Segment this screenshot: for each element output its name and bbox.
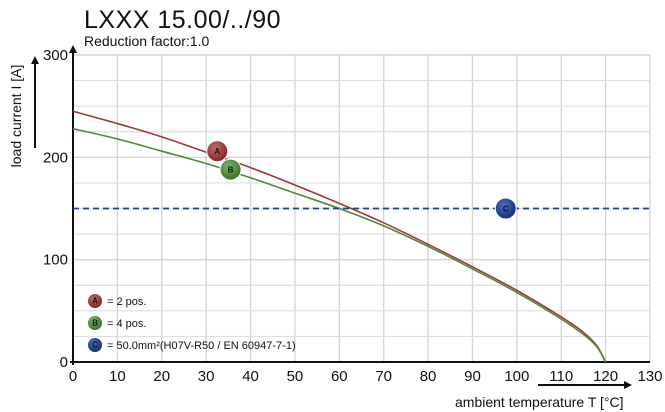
legend-marker-label: A	[92, 297, 98, 306]
chart-subtitle: Reduction factor:1.0	[84, 33, 210, 49]
series-marker-label: B	[228, 166, 234, 175]
legend: A = 2 pos. B = 4 pos. C = 50.0mm²(H07V-R50 / …	[87, 293, 296, 353]
y-axis-label: load current I [A]	[8, 65, 24, 168]
chart-title: LXXX 15.00/../90	[84, 6, 282, 34]
legend-marker-c	[87, 337, 103, 353]
legend-entry-a: = 2 pos.	[107, 296, 146, 308]
y-label-arrow-head	[31, 56, 39, 64]
series-line-b	[72, 127, 607, 363]
x-tick-label: 100	[504, 368, 529, 385]
tick-labels: 0 10 20 30 40 50 60 70 80 90 100 110 120 130 0 100 200 30…	[43, 47, 663, 385]
series-marker-a	[206, 140, 229, 163]
legend-entry-c: = 50.0mm²(H07V-R50 / EN 60947-7-1)	[107, 340, 296, 352]
x-tick-label: 0	[69, 368, 77, 385]
y-tick-label: 300	[43, 47, 68, 64]
series-marker-c	[494, 197, 517, 220]
x-tick-label: 130	[637, 368, 662, 385]
y-tick-label: 200	[43, 149, 68, 166]
x-tick-label: 110	[549, 368, 573, 385]
x-tick-label: 20	[153, 368, 170, 385]
x-tick-label: 40	[242, 368, 259, 385]
x-tick-label: 60	[331, 368, 348, 385]
legend-marker-label: C	[92, 341, 98, 350]
y-axis-arrow	[69, 45, 77, 53]
x-tick-label: 90	[464, 368, 481, 385]
series-marker-label: C	[503, 205, 509, 214]
x-tick-label: 80	[420, 368, 437, 385]
series-lines	[72, 110, 650, 363]
x-tick-label: 50	[287, 368, 304, 385]
legend-entry-b: = 4 pos.	[107, 318, 146, 330]
y-tick-label: 100	[43, 252, 68, 269]
series-marker-b	[219, 158, 242, 181]
x-tick-label: 120	[593, 368, 618, 385]
series-line-a	[72, 110, 607, 363]
y-tick-label: 0	[60, 354, 68, 371]
x-axis-label: ambient temperature T [°C]	[455, 394, 624, 410]
x-label-arrow-head	[624, 381, 632, 389]
series-marker-label: A	[214, 147, 220, 156]
x-tick-label: 70	[375, 368, 392, 385]
series-markers: A B C	[206, 140, 517, 220]
legend-marker-b	[87, 315, 103, 331]
legend-marker-a	[87, 293, 103, 309]
legend-marker-label: B	[92, 319, 98, 328]
x-tick-label: 10	[109, 368, 126, 385]
axes	[31, 45, 650, 389]
x-tick-label: 30	[198, 368, 215, 385]
